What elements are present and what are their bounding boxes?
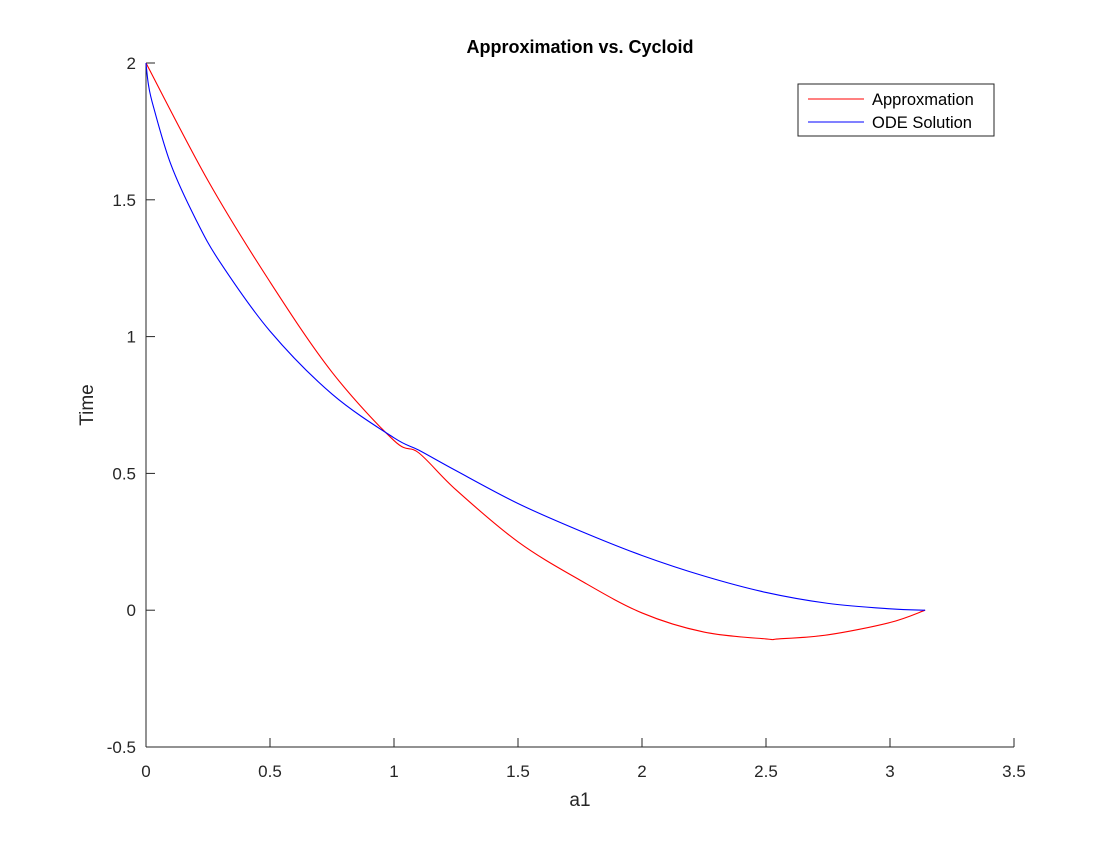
axes: 0 0.5 1 1.5 2 2.5 3 3.5 -0.5 0 0.5 1 1.5 2 bbox=[107, 54, 1026, 781]
legend-entry-label: Approxmation bbox=[872, 91, 974, 109]
y-tick-label: 1.5 bbox=[112, 191, 136, 210]
y-tick-label: -0.5 bbox=[107, 738, 136, 757]
y-tick-label: 0.5 bbox=[112, 464, 136, 483]
legend[interactable]: Approxmation ODE Solution bbox=[797, 83, 995, 137]
legend-entry-label: ODE Solution bbox=[872, 114, 972, 132]
x-tick-label: 3 bbox=[885, 762, 894, 781]
series-layer bbox=[145, 62, 926, 641]
series-line-2 bbox=[145, 62, 926, 611]
x-tick-label: 1 bbox=[389, 762, 398, 781]
x-tick-label: 1.5 bbox=[506, 762, 530, 781]
x-tick-label: 2.5 bbox=[754, 762, 778, 781]
x-tick-label: 0 bbox=[141, 762, 150, 781]
x-tick-label: 3.5 bbox=[1002, 762, 1026, 781]
y-axis-label: Time bbox=[77, 384, 98, 426]
plot-area bbox=[146, 63, 1014, 747]
y-tick-label: 0 bbox=[127, 601, 136, 620]
legend-box bbox=[797, 83, 995, 137]
x-axis-label: a1 bbox=[569, 790, 590, 811]
series-line-1 bbox=[145, 62, 926, 641]
x-tick-label: 2 bbox=[637, 762, 646, 781]
x-tick-label: 0.5 bbox=[258, 762, 282, 781]
y-tick-label: 1 bbox=[127, 328, 136, 347]
chart-title: Approximation vs. Cycloid bbox=[466, 37, 693, 57]
y-tick-label: 2 bbox=[127, 54, 136, 73]
